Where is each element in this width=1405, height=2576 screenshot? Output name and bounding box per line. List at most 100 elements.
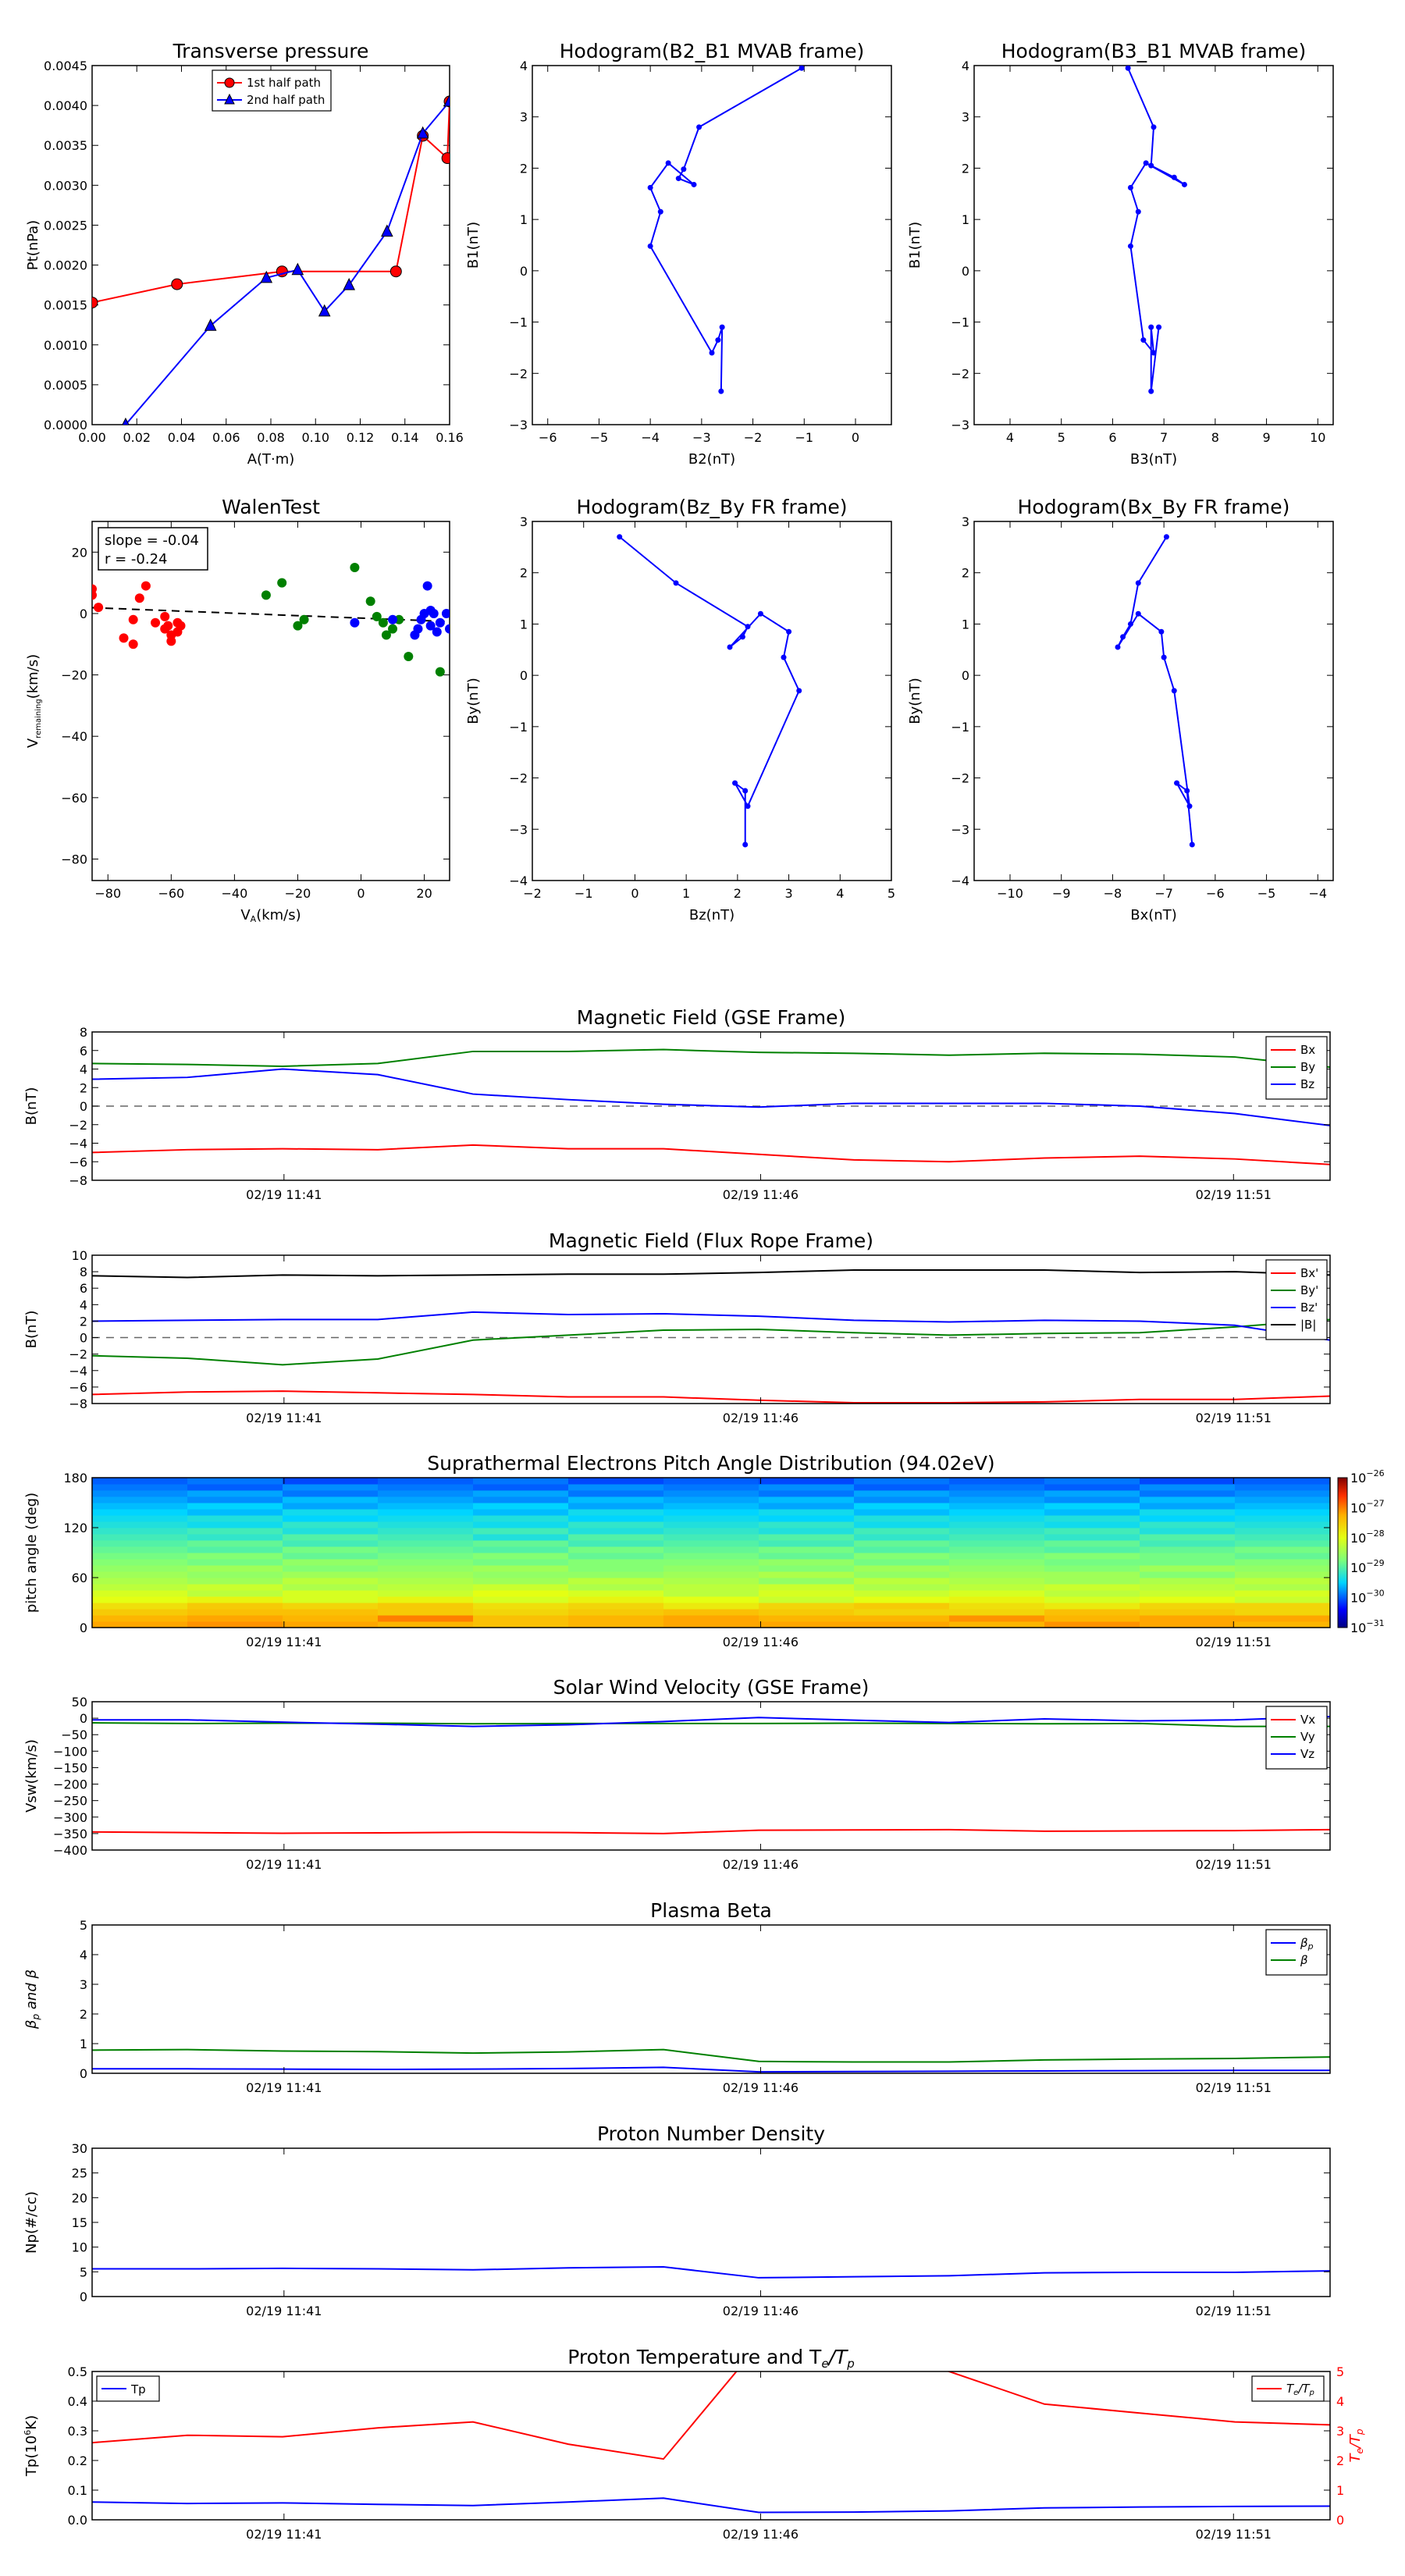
transverse-pressure-xtick-label: 0.06: [212, 430, 240, 445]
pitch-angle-distribution-cell: [187, 1496, 283, 1503]
hodogram-b3-b1-series-line-0: [1127, 67, 1186, 392]
transverse-pressure-point: [204, 318, 217, 331]
pitch-angle-distribution-colorbar-label: 10−28: [1350, 1528, 1385, 1546]
transverse-pressure-point: [343, 277, 355, 290]
hodogram-bx-by-point: [1174, 780, 1180, 786]
magnetic-field-gse-time-label: 02/19 11:46: [723, 1187, 799, 1202]
pitch-angle-distribution-cell: [92, 1590, 188, 1597]
hodogram-b3-b1-frame: [973, 65, 1334, 425]
plasma-beta-frame: [91, 1924, 1331, 2074]
walen-test-point: [422, 581, 432, 591]
pitch-angle-distribution-cell: [1044, 1609, 1140, 1616]
pitch-angle-distribution-cell: [568, 1553, 664, 1560]
pitch-angle-distribution-cell: [1140, 1540, 1236, 1547]
pitch-angle-distribution-cell: [854, 1571, 950, 1578]
hodogram-bz-by-point: [732, 780, 738, 786]
hodogram-bx-by-ytick-label: −3: [951, 822, 969, 837]
transverse-pressure-ytick-label: 0.0035: [44, 138, 87, 153]
hodogram-b2-b1-point: [647, 184, 653, 190]
pitch-angle-distribution-cell: [949, 1590, 1045, 1597]
walen-test-annotation-slope: slope = -0.04: [105, 532, 199, 549]
hodogram-bz-by-panel: Hodogram(Bz_By FR frame) −2 −1 0 1 2 3 4 5 −4 −3 −2…: [465, 496, 895, 923]
hodogram-b2-b1-point: [718, 388, 724, 394]
pitch-angle-distribution-cell: [283, 1621, 379, 1628]
pitch-angle-distribution-cell: [759, 1584, 855, 1591]
proton-number-density-plot-area: [92, 2265, 1330, 2279]
pitch-angle-distribution-cell: [473, 1534, 569, 1541]
pitch-angle-distribution-cell: [92, 1571, 188, 1578]
pitch-angle-distribution-colorbar-label: 10−26: [1350, 1468, 1385, 1485]
transverse-pressure-ytick-label: 0.0020: [44, 258, 87, 273]
pitch-angle-distribution-cell: [187, 1578, 283, 1585]
pitch-angle-distribution-cell: [283, 1553, 379, 1560]
pitch-angle-distribution-cell: [949, 1578, 1045, 1585]
pitch-angle-distribution-cell: [378, 1565, 474, 1572]
solar-wind-velocity-ytick-label: −300: [53, 1810, 87, 1825]
transverse-pressure-xtick-label: 0.12: [347, 430, 375, 445]
pitch-angle-distribution-cell: [473, 1490, 569, 1497]
magnetic-field-gse-ytick-label: −6: [69, 1155, 87, 1169]
hodogram-b3-b1-xtick-label: 4: [1006, 430, 1014, 445]
pitch-angle-distribution-cell: [473, 1559, 569, 1566]
hodogram-b3-b1-point: [1135, 208, 1141, 215]
pitch-angle-distribution-cell: [378, 1521, 474, 1528]
walen-test-panel: WalenTest −80 −60 −40 −20 0 20 −80 −60 −40 −20 0 20 V…: [25, 496, 450, 924]
solar-wind-velocity-series-line-0: [92, 1828, 1330, 1834]
solar-wind-velocity-ytick-label: −350: [53, 1827, 87, 1841]
magnetic-field-gse-ytick-label: 0: [80, 1099, 87, 1114]
pitch-angle-distribution-cell: [568, 1584, 664, 1591]
hodogram-b3-b1-point: [1171, 174, 1177, 180]
pitch-angle-distribution-cell: [663, 1571, 759, 1578]
proton-temperature-series-line-1: [92, 2371, 1330, 2460]
pitch-angle-distribution-cell: [473, 1578, 569, 1585]
pitch-angle-distribution-cell: [1235, 1515, 1330, 1522]
plasma-beta-ytick-label: 1: [80, 2037, 87, 2051]
proton-temperature-ylabel: Tp(106K): [23, 2415, 40, 2477]
pitch-angle-distribution-cell: [283, 1565, 379, 1572]
pitch-angle-distribution-cell: [378, 1540, 474, 1547]
magnetic-field-fr-series-line-0: [92, 1390, 1330, 1404]
pitch-angle-distribution-cell: [949, 1509, 1045, 1516]
proton-temperature-ytick-label: 0.1: [68, 2483, 87, 2498]
plasma-beta-ytick-label: 5: [80, 1918, 87, 1933]
pitch-angle-distribution-cell: [568, 1559, 664, 1566]
pitch-angle-distribution-cell: [854, 1559, 950, 1566]
pitch-angle-distribution-cell: [1140, 1528, 1236, 1535]
pitch-angle-distribution-cell: [1044, 1515, 1140, 1522]
proton-number-density-ytick-label: 15: [72, 2215, 87, 2230]
pitch-angle-distribution-cell: [187, 1603, 283, 1610]
pitch-angle-distribution-cell: [759, 1503, 855, 1510]
pitch-angle-distribution-cell: [1235, 1478, 1330, 1485]
pitch-angle-distribution-cell: [759, 1490, 855, 1497]
walen-test-point: [94, 603, 104, 613]
pitch-angle-distribution-cell: [283, 1515, 379, 1522]
pitch-angle-distribution-cell: [1235, 1603, 1330, 1610]
pitch-angle-distribution-cell: [568, 1503, 664, 1510]
pitch-angle-distribution-cell: [854, 1521, 950, 1528]
plasma-beta-legend: [1265, 1929, 1328, 1976]
transverse-pressure-legend-label: 2nd half path: [247, 93, 325, 107]
plasma-beta-series-line-1: [92, 2048, 1330, 2063]
walen-test-point: [445, 624, 450, 634]
pitch-angle-distribution-cell: [854, 1603, 950, 1610]
pitch-angle-distribution-cell: [283, 1490, 379, 1497]
pitch-angle-distribution-cell: [1140, 1509, 1236, 1516]
proton-number-density-time-label: 02/19 11:46: [723, 2304, 799, 2318]
walen-test-point: [378, 617, 388, 628]
hodogram-bx-by-ytick-label: −1: [951, 720, 969, 735]
transverse-pressure-frame: [91, 65, 450, 425]
hodogram-b3-b1-ytick-label: 4: [962, 59, 969, 73]
pitch-angle-distribution-cell: [1140, 1559, 1236, 1566]
pitch-angle-distribution-cell: [1140, 1521, 1236, 1528]
pitch-angle-distribution-cell: [378, 1559, 474, 1566]
magnetic-field-fr-ytick-label: −2: [69, 1347, 87, 1362]
hodogram-b3-b1-xtick-label: 9: [1262, 430, 1270, 445]
hodogram-b2-b1-xtick-label: −5: [590, 430, 609, 445]
pitch-angle-distribution-cell: [378, 1571, 474, 1578]
proton-temperature-y2tick-label: 1: [1336, 2483, 1344, 2498]
hodogram-b3-b1-point: [1151, 350, 1157, 356]
proton-temperature-y2tick-label: 0: [1336, 2513, 1344, 2528]
pitch-angle-distribution-cell: [759, 1521, 855, 1528]
pitch-angle-distribution-cell: [92, 1540, 188, 1547]
pitch-angle-distribution-cell: [854, 1546, 950, 1553]
